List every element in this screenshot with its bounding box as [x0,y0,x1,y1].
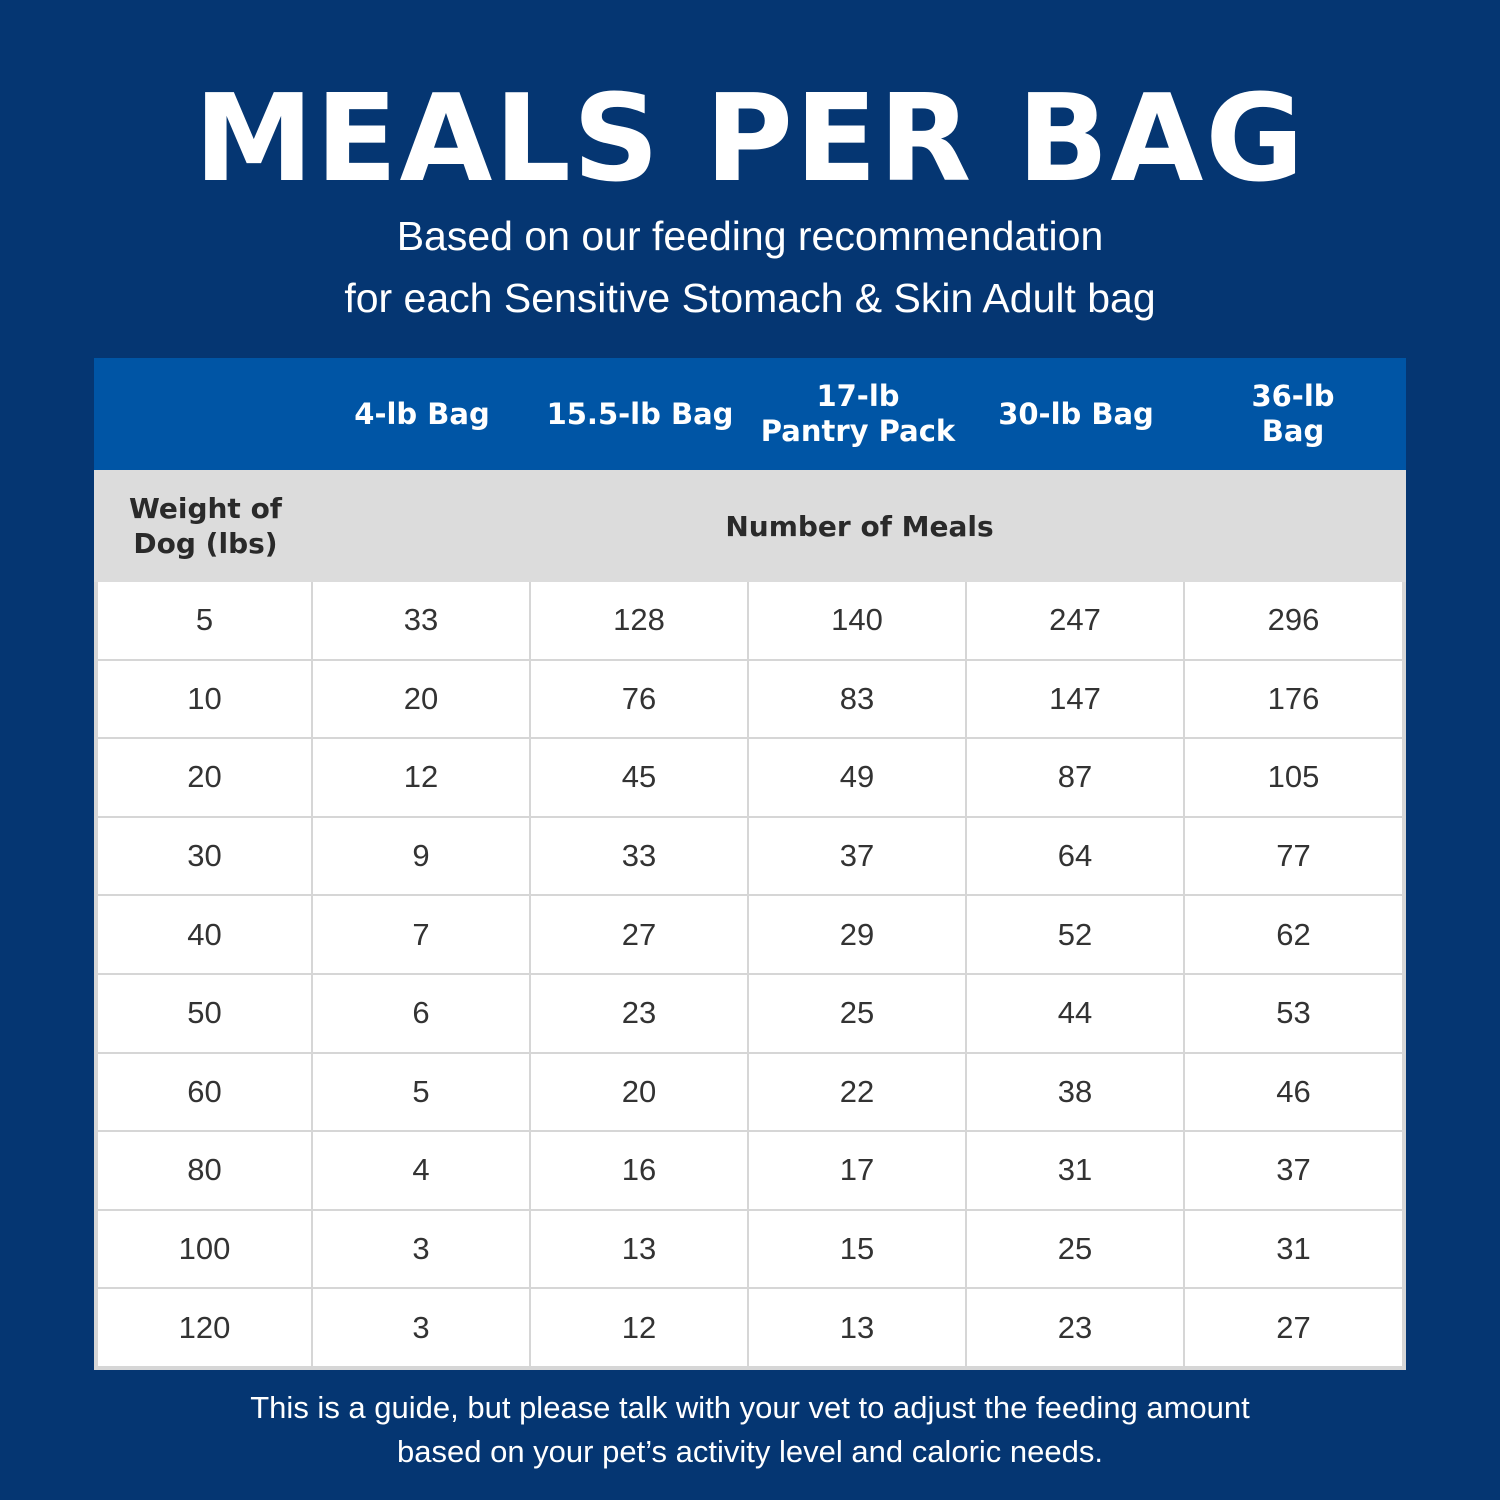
meals-cell: 53 [1185,974,1402,1052]
table-subheader: Weight of Dog (lbs) Number of Meals [94,470,1406,582]
table-row: 80 4 16 17 31 37 [98,1132,1402,1209]
meals-cell: 147 [967,660,1183,738]
meals-cell: 31 [967,1132,1183,1209]
meals-cell: 31 [1185,1210,1402,1288]
footer-line: This is a guide, but please talk with yo… [250,1390,1250,1425]
meals-cell: 76 [531,660,747,738]
meals-cell: 5 [313,1053,529,1131]
meals-cell: 64 [967,817,1183,895]
column-header: 36-lb Bag [1251,379,1335,448]
meals-cell: 52 [967,896,1183,973]
meals-table: 4-lb Bag 15.5-lb Bag 17-lb Pantry Pack 3… [94,358,1406,1370]
weight-cell: 20 [98,739,311,816]
table-row: 100 3 13 15 25 31 [98,1210,1402,1288]
meals-cell: 27 [1185,1289,1402,1366]
weight-cell: 50 [98,974,311,1052]
meals-cell: 15 [749,1210,965,1288]
meals-cell: 38 [967,1053,1183,1131]
weight-cell: 100 [98,1210,311,1288]
subtitle-line: for each Sensitive Stomach & Skin Adult … [344,275,1156,321]
meals-cell: 4 [313,1132,529,1209]
table-row: 40 7 27 29 52 62 [98,896,1402,973]
meals-cell: 6 [313,974,529,1052]
meals-cell: 27 [531,896,747,973]
meals-cell: 12 [531,1289,747,1366]
page-title: MEALS PER BAG [194,70,1306,209]
table-row: 5 33 128 140 247 296 [98,582,1402,659]
meals-cell: 13 [749,1289,965,1366]
meals-cell: 16 [531,1132,747,1209]
table-row: 60 5 20 22 38 46 [98,1053,1402,1131]
table-body: 5 33 128 140 247 296 10 20 76 83 147 176 20 12 45 49 87 1… [98,582,1402,1368]
meals-cell: 45 [531,739,747,816]
meals-cell: 12 [313,739,529,816]
meals-cell: 3 [313,1210,529,1288]
meals-cell: 13 [531,1210,747,1288]
meals-cell: 25 [967,1210,1183,1288]
weight-cell: 120 [98,1289,311,1366]
meals-cell: 176 [1185,660,1402,738]
meals-cell: 37 [1185,1132,1402,1209]
table-row: 30 9 33 37 64 77 [98,817,1402,895]
meals-cell: 105 [1185,739,1402,816]
meals-cell: 23 [531,974,747,1052]
meals-cell: 77 [1185,817,1402,895]
meals-cell: 83 [749,660,965,738]
meals-cell: 29 [749,896,965,973]
meals-cell: 22 [749,1053,965,1131]
weight-cell: 80 [98,1132,311,1209]
meals-cell: 44 [967,974,1183,1052]
weight-cell: 40 [98,896,311,973]
column-header: 30-lb Bag [998,396,1154,431]
meals-cell: 46 [1185,1053,1402,1131]
weight-cell: 5 [98,582,311,659]
meals-cell: 37 [749,817,965,895]
table-row: 20 12 45 49 87 105 [98,739,1402,816]
meals-cell: 17 [749,1132,965,1209]
meals-cell: 62 [1185,896,1402,973]
column-header: 15.5-lb Bag [546,396,734,431]
table-row: 50 6 23 25 44 53 [98,974,1402,1052]
meals-cell: 3 [313,1289,529,1366]
meals-cell: 49 [749,739,965,816]
meals-cell: 140 [749,582,965,659]
meals-cell: 128 [531,582,747,659]
meals-cell: 247 [967,582,1183,659]
meals-cell: 33 [313,582,529,659]
table-header: 4-lb Bag 15.5-lb Bag 17-lb Pantry Pack 3… [94,358,1406,470]
meals-cell: 20 [531,1053,747,1131]
subtitle: Based on our feeding recommendation for … [0,205,1500,329]
meals-cell: 25 [749,974,965,1052]
meals-cell: 23 [967,1289,1183,1366]
meals-cell: 33 [531,817,747,895]
meals-cell: 20 [313,660,529,738]
meals-cell: 87 [967,739,1183,816]
table-row: 120 3 12 13 23 27 [98,1289,1402,1366]
footer-note: This is a guide, but please talk with yo… [0,1386,1500,1474]
meals-cell: 296 [1185,582,1402,659]
weight-cell: 30 [98,817,311,895]
weight-cell: 10 [98,660,311,738]
meals-cell: 7 [313,896,529,973]
subtitle-line: Based on our feeding recommendation [396,213,1104,259]
table-row: 10 20 76 83 147 176 [98,660,1402,738]
meals-header: Number of Meals [725,509,994,543]
weight-header: Weight of Dog (lbs) [128,492,282,560]
weight-cell: 60 [98,1053,311,1131]
meals-cell: 9 [313,817,529,895]
column-header: 17-lb Pantry Pack [760,379,956,448]
footer-line: based on your pet’s activity level and c… [397,1434,1103,1469]
column-header: 4-lb Bag [354,396,490,431]
